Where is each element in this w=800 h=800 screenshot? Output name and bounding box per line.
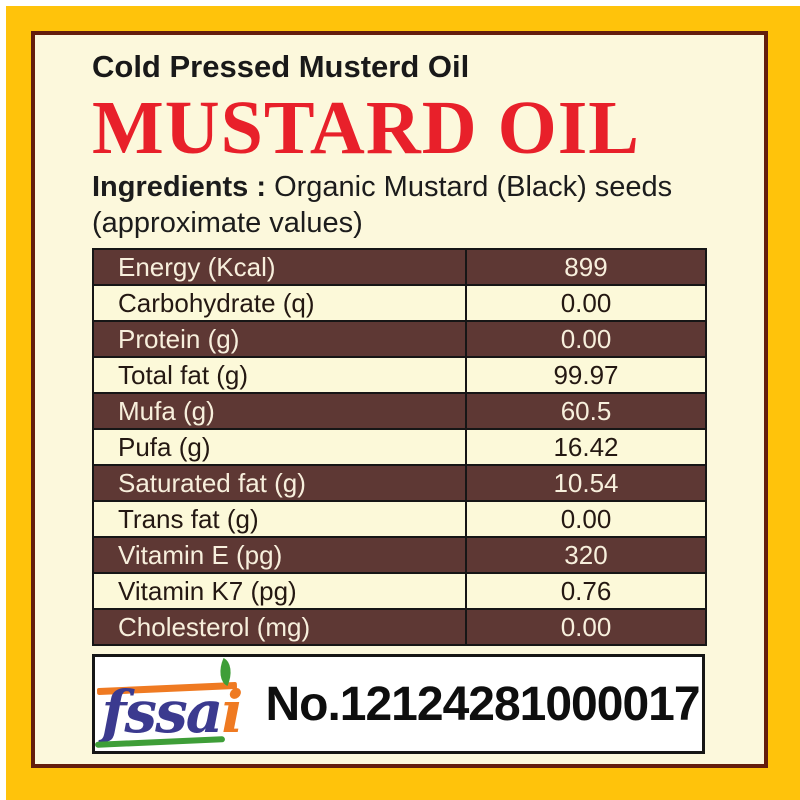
row-label-cell: Trans fat (g) <box>92 500 467 538</box>
row-value-cell: 0.00 <box>465 608 707 646</box>
table-row: Mufa (g) 60.5 <box>92 392 707 430</box>
table-row: Protein (g) 0.00 <box>92 320 707 358</box>
fssai-wordmark: fssai <box>101 683 243 741</box>
row-label-cell: Vitamin K7 (pg) <box>92 572 467 610</box>
table-row: Cholesterol (mg) 0.00 <box>92 608 707 646</box>
row-value-cell: 99.97 <box>465 356 707 394</box>
ingredients-value: Organic Mustard (Black) seeds <box>274 171 673 203</box>
fssai-letters-blue: fssa <box>101 678 223 746</box>
row-value-cell: 60.5 <box>465 392 707 430</box>
row-value-cell: 10.54 <box>465 464 707 502</box>
fssai-license-number: No.12124281000017 <box>265 677 700 731</box>
row-value-cell: 0.00 <box>465 284 707 322</box>
table-row: Saturated fat (g) 10.54 <box>92 464 707 502</box>
table-row: Energy (Kcal) 899 <box>92 248 707 286</box>
row-value-cell: 16.42 <box>465 428 707 466</box>
product-title: MUSTARD OIL <box>92 86 640 170</box>
row-value-cell: 0.76 <box>465 572 707 610</box>
table-row: Pufa (g) 16.42 <box>92 428 707 466</box>
row-label-cell: Carbohydrate (q) <box>92 284 467 322</box>
table-row: Vitamin K7 (pg) 0.76 <box>92 572 707 610</box>
row-label-cell: Energy (Kcal) <box>92 248 467 286</box>
row-label-cell: Total fat (g) <box>92 356 467 394</box>
row-label-cell: Mufa (g) <box>92 392 467 430</box>
approximate-values-note: (approximate values) <box>92 207 363 239</box>
row-label-cell: Vitamin E (pg) <box>92 536 467 574</box>
table-row: Trans fat (g) 0.00 <box>92 500 707 538</box>
fssai-letter-orange: i <box>221 678 243 746</box>
row-label-cell: Pufa (g) <box>92 428 467 466</box>
table-row: Total fat (g) 99.97 <box>92 356 707 394</box>
row-value-cell: 0.00 <box>465 320 707 358</box>
row-value-cell: 899 <box>465 248 707 286</box>
fssai-license-box: fssai No.12124281000017 <box>92 654 705 754</box>
label-panel: Cold Pressed Musterd Oil MUSTARD OIL Ing… <box>31 31 768 768</box>
nutrition-table: Energy (Kcal) 899 Carbohydrate (q) 0.00 … <box>92 248 707 646</box>
fssai-logo-icon: fssai <box>95 657 249 748</box>
row-label-cell: Protein (g) <box>92 320 467 358</box>
table-row: Vitamin E (pg) 320 <box>92 536 707 574</box>
row-label-cell: Cholesterol (mg) <box>92 608 467 646</box>
row-value-cell: 320 <box>465 536 707 574</box>
product-subtitle: Cold Pressed Musterd Oil <box>92 49 470 84</box>
ingredients-line: Ingredients : Organic Mustard (Black) se… <box>92 169 764 205</box>
row-label-cell: Saturated fat (g) <box>92 464 467 502</box>
label-frame: Cold Pressed Musterd Oil MUSTARD OIL Ing… <box>6 6 800 800</box>
table-row: Carbohydrate (q) 0.00 <box>92 284 707 322</box>
row-value-cell: 0.00 <box>465 500 707 538</box>
ingredients-label: Ingredients : <box>92 171 267 203</box>
